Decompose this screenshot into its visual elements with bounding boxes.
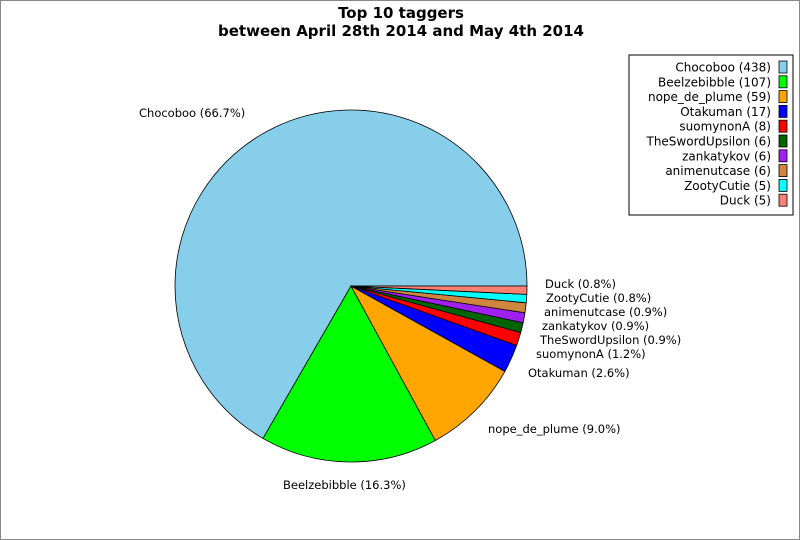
slice-label-chocoboo: Chocoboo (66.7%) xyxy=(139,106,245,120)
legend-swatch-animenutcase xyxy=(778,164,788,178)
slice-label-theswordupsilon: TheSwordUpsilon (0.9%) xyxy=(539,333,681,347)
legend-swatch-zankatykov xyxy=(778,149,788,163)
legend-label-zootycutie: ZootyCutie (5) xyxy=(684,179,771,193)
pie-slice-chocoboo xyxy=(174,109,528,439)
legend-label-duck: Duck (5) xyxy=(720,194,771,208)
pie-slice-beelzebibble xyxy=(262,285,436,463)
chart-title-line-1: Top 10 taggers xyxy=(338,4,464,22)
legend-swatch-suomynona xyxy=(778,119,788,133)
slice-label-suomynona: suomynonA (1.2%) xyxy=(536,347,646,361)
legend-swatch-otakuman xyxy=(778,105,788,118)
legend-swatch-theswordupsilon xyxy=(778,134,788,148)
slice-label-zootycutie: ZootyCutie (0.8%) xyxy=(546,291,651,305)
legend-swatch-duck xyxy=(778,193,788,207)
legend-label-animenutcase: animenutcase (6) xyxy=(665,164,771,178)
slice-label-animenutcase: animenutcase (0.9%) xyxy=(544,305,667,319)
legend-label-otakuman: Otakuman (17) xyxy=(680,105,771,119)
slice-label-otakuman: Otakuman (2.6%) xyxy=(528,366,630,380)
legend-label-zankatykov: zankatykov (6) xyxy=(682,149,771,163)
chart-title-line-2: between April 28th 2014 and May 4th 2014 xyxy=(218,22,584,40)
legend-label-suomynona: suomynonA (8) xyxy=(679,120,771,134)
legend-swatch-zootycutie xyxy=(778,178,788,192)
slice-label-beelzebibble: Beelzebibble (16.3%) xyxy=(283,478,406,492)
legend-label-nope_de_plume: nope_de_plume (59) xyxy=(648,90,771,104)
legend-label-chocoboo: Chocoboo (438) xyxy=(675,61,771,75)
legend-swatch-chocoboo xyxy=(778,60,788,74)
slice-label-zankatykov: zankatykov (0.9%) xyxy=(542,319,649,333)
slice-label-nope_de_plume: nope_de_plume (9.0%) xyxy=(488,422,620,436)
legend-box xyxy=(628,54,794,216)
pie-slice-duck xyxy=(350,285,528,295)
legend-swatch-beelzebibble xyxy=(778,75,788,89)
slice-label-duck: Duck (0.8%) xyxy=(545,277,616,291)
pie-slice-nope_de_plume xyxy=(349,284,506,442)
legend-label-beelzebibble: Beelzebibble (107) xyxy=(658,75,771,89)
legend-label-theswordupsilon: TheSwordUpsilon (6) xyxy=(645,135,771,149)
legend-swatch-nope_de_plume xyxy=(778,90,788,103)
